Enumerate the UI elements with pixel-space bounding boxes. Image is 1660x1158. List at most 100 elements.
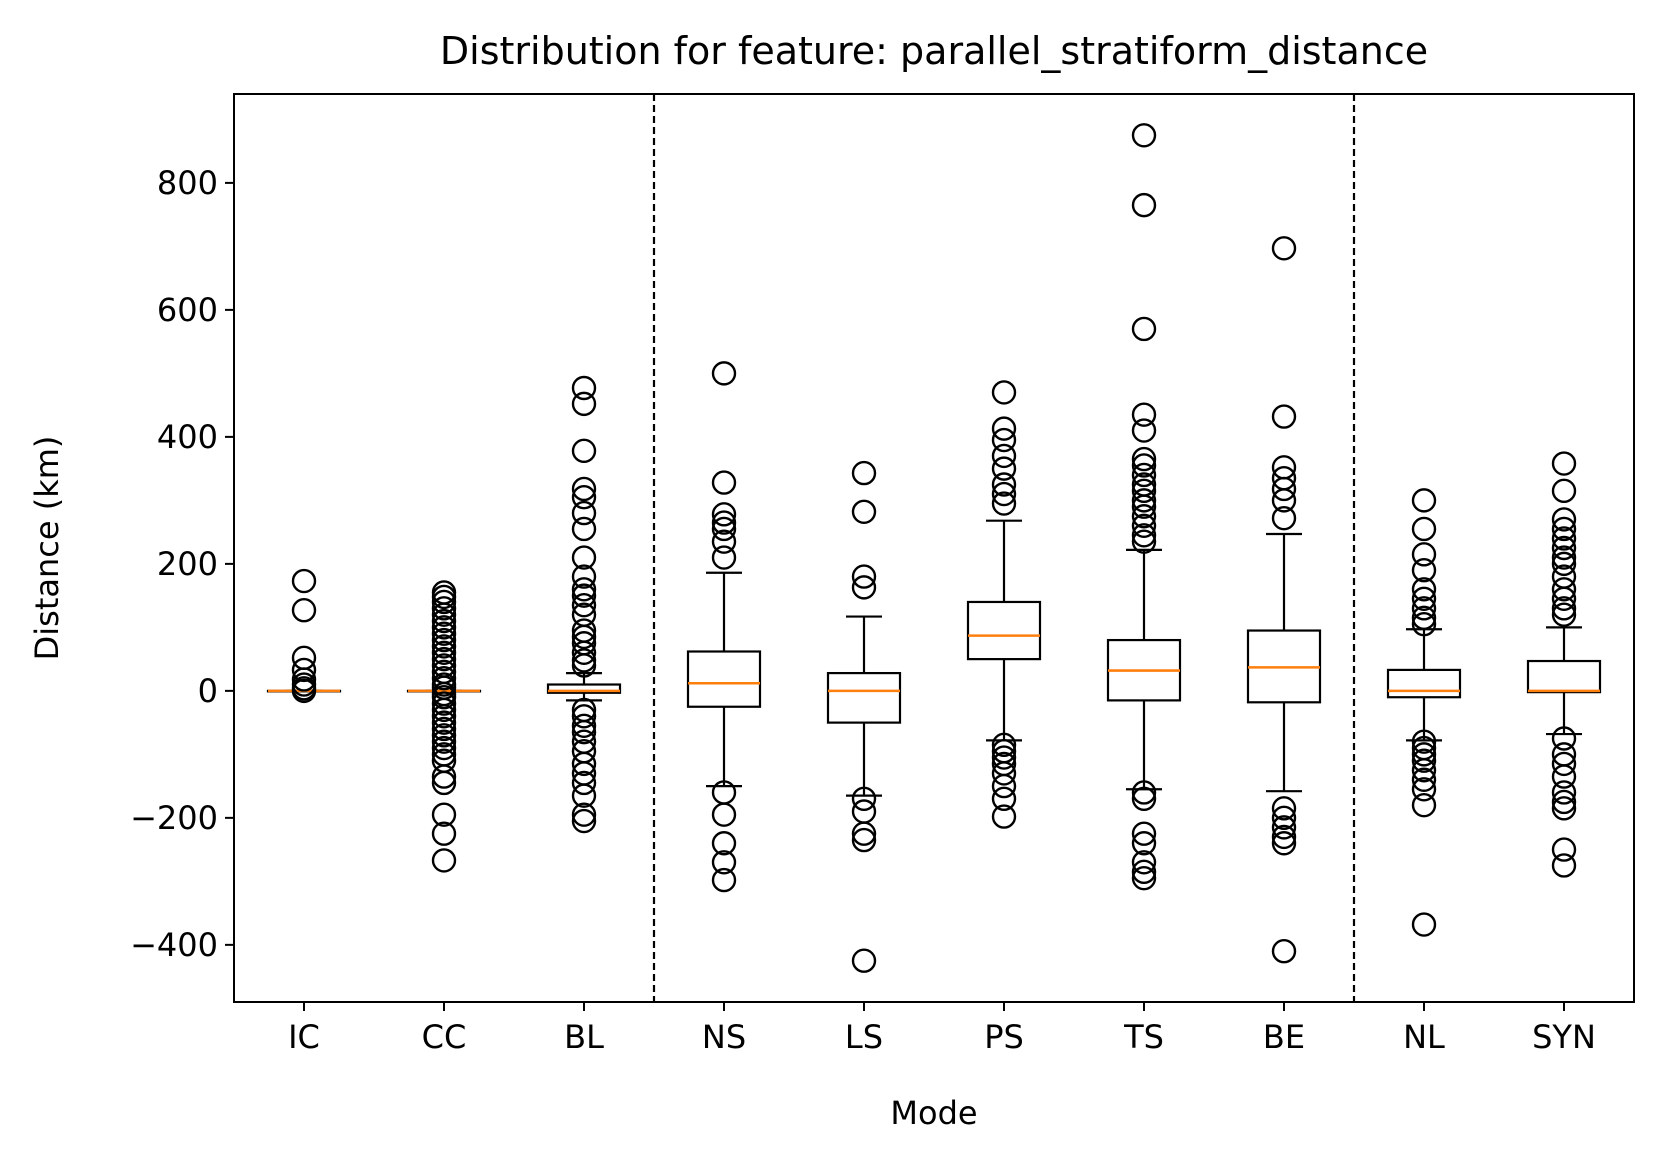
outlier-point <box>1131 831 1157 856</box>
outlier-point <box>1551 577 1577 602</box>
box-iqr <box>826 671 902 724</box>
outlier-point <box>1411 777 1437 802</box>
outlier-point <box>571 375 597 401</box>
y-tick-label: 600 <box>157 291 218 329</box>
outlier-point <box>431 729 457 754</box>
outlier-point <box>1551 478 1577 504</box>
outlier-point <box>1131 859 1157 885</box>
x-tick-label: SYN <box>1532 1018 1596 1056</box>
outlier-point <box>1271 796 1297 821</box>
y-tick-label: −200 <box>130 799 218 837</box>
outlier-point <box>571 640 597 665</box>
outlier-point <box>1411 488 1437 513</box>
chart-title: Distribution for feature: parallel_strat… <box>440 29 1428 73</box>
outlier-point <box>851 821 877 846</box>
outlier-point <box>571 704 597 729</box>
outlier-point <box>711 867 737 893</box>
outlier-point <box>1551 742 1577 767</box>
outlier-point <box>991 443 1017 469</box>
outlier-point <box>1411 516 1437 542</box>
outlier-point <box>571 564 597 589</box>
outlier-point <box>571 653 597 678</box>
outlier-point <box>1411 758 1437 783</box>
outlier-point <box>1131 488 1157 513</box>
outlier-point <box>1411 542 1437 567</box>
outlier-point <box>1411 611 1437 637</box>
outlier-point <box>1551 526 1577 551</box>
outlier-point <box>1271 488 1297 513</box>
box-nl <box>1386 488 1462 937</box>
outlier-point <box>571 583 597 608</box>
x-tick-label: IC <box>288 1018 320 1056</box>
x-tick-label: NL <box>1403 1018 1445 1056</box>
x-tick-label: TS <box>1123 1018 1164 1056</box>
box-ts <box>1106 123 1182 891</box>
y-tick-label: 200 <box>157 545 218 583</box>
outlier-point <box>851 499 877 525</box>
outlier-point <box>1411 729 1437 754</box>
y-tick-label: 400 <box>157 418 218 456</box>
outlier-point <box>1551 796 1577 821</box>
outlier-point <box>1411 767 1437 792</box>
outlier-point <box>571 500 597 526</box>
outlier-point <box>1271 505 1297 531</box>
box-iqr <box>686 650 762 708</box>
outlier-point <box>571 770 597 796</box>
x-tick-label: BE <box>1263 1018 1305 1056</box>
outlier-point <box>1411 742 1437 767</box>
box-iqr <box>546 683 622 694</box>
outlier-point <box>431 802 457 827</box>
outlier-point <box>431 621 457 646</box>
outlier-point <box>571 545 597 570</box>
outlier-point <box>431 697 457 723</box>
outlier-point <box>1411 748 1437 773</box>
outlier-point <box>1551 596 1577 621</box>
outlier-point <box>711 545 737 570</box>
outlier-point <box>1271 939 1297 964</box>
outlier-point <box>1131 478 1157 504</box>
outlier-point <box>711 510 737 535</box>
outlier-point <box>431 770 457 796</box>
outlier-point <box>1551 451 1577 476</box>
box-bl <box>546 375 622 834</box>
axes: −400 −200 0 200 400 600 800 IC CC BL NS LS PS TS BE NL S… <box>130 93 1635 1056</box>
outlier-point <box>711 831 737 856</box>
outlier-point <box>1271 476 1297 502</box>
plot-area <box>266 94 1602 1002</box>
outlier-point <box>1131 850 1157 875</box>
box-iqr <box>966 600 1042 661</box>
outlier-point <box>431 764 457 789</box>
outlier-point <box>571 719 597 745</box>
outlier-point <box>1131 453 1157 478</box>
box-ic <box>266 568 342 704</box>
outlier-point <box>991 745 1017 770</box>
outlier-point <box>571 438 597 464</box>
outlier-point <box>291 598 317 623</box>
outlier-point <box>711 802 737 827</box>
outlier-point <box>991 804 1017 829</box>
outlier-point <box>991 456 1017 481</box>
outlier-point <box>1131 494 1157 519</box>
x-tick-label: CC <box>422 1018 467 1056</box>
outlier-point <box>571 808 597 834</box>
outlier-point <box>1551 764 1577 789</box>
y-axis-label: Distance (km) <box>28 436 66 661</box>
outlier-point <box>571 802 597 827</box>
outlier-point <box>1131 402 1157 427</box>
outlier-point <box>431 627 457 653</box>
box-iqr <box>1386 668 1462 699</box>
outlier-point <box>1551 535 1577 561</box>
outlier-point <box>431 608 457 634</box>
outlier-point <box>1551 751 1577 777</box>
outlier-point <box>431 848 457 873</box>
outlier-point <box>1131 123 1157 148</box>
outlier-point <box>1551 551 1577 577</box>
outlier-point <box>1551 789 1577 815</box>
box-syn <box>1526 451 1602 878</box>
outlier-point <box>1131 316 1157 342</box>
outlier-point <box>1551 586 1577 611</box>
box-be <box>1246 236 1322 964</box>
outlier-point <box>431 665 457 691</box>
y-tick-label: 800 <box>157 164 218 202</box>
